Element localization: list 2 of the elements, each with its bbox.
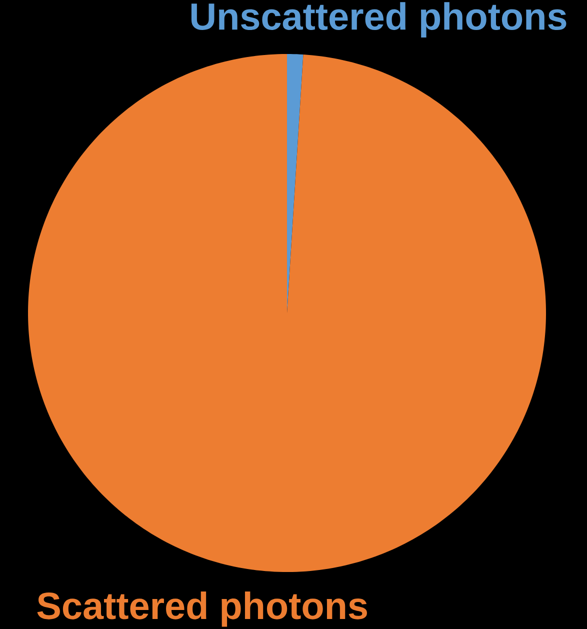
slice-label: Unscattered photons [191,2,566,38]
slice-label: Scattered photons [37,592,367,627]
